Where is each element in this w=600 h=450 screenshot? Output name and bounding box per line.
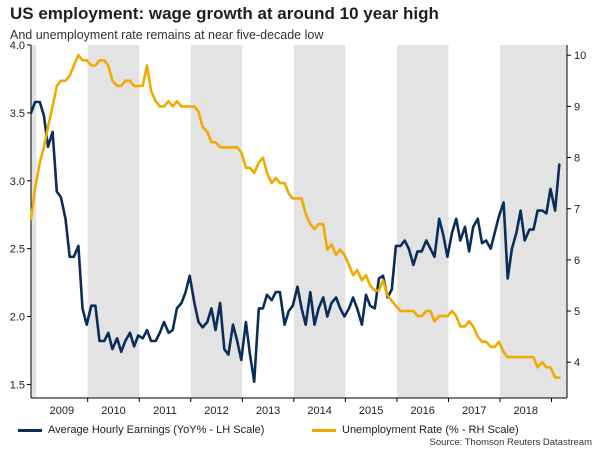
right-tick-label: 7 bbox=[574, 204, 580, 216]
left-tick-label: 3.5 bbox=[10, 108, 25, 120]
x-tick-label: 2009 bbox=[50, 405, 74, 417]
series-line-earnings bbox=[29, 100, 561, 383]
right-tick-label: 5 bbox=[574, 306, 580, 318]
right-tick-label: 10 bbox=[574, 50, 586, 62]
right-tick-label: 4 bbox=[574, 357, 580, 369]
shade-band-0 bbox=[31, 45, 37, 398]
left-tick-label: 4.0 bbox=[10, 40, 25, 52]
source-note: Source: Thomson Reuters Datastream bbox=[429, 437, 592, 448]
legend-label-earnings: Average Hourly Earnings (YoY% - LH Scale… bbox=[48, 424, 265, 436]
left-tick-label: 2.5 bbox=[10, 244, 25, 256]
legend-label-unemployment: Unemployment Rate (% - RH Scale) bbox=[342, 424, 519, 436]
x-tick-label: 2011 bbox=[153, 405, 177, 417]
shade-band-3 bbox=[293, 45, 346, 398]
shade-band-5 bbox=[500, 45, 567, 398]
left-tick-label: 2.0 bbox=[10, 312, 25, 324]
legend-swatch-unemployment bbox=[312, 428, 336, 432]
legend-item-unemployment: Unemployment Rate (% - RH Scale) bbox=[312, 424, 519, 436]
chart-subtitle: And unemployment rate remains at near fi… bbox=[10, 28, 324, 42]
x-tick-label: 2017 bbox=[462, 405, 486, 417]
shade-band-2 bbox=[190, 45, 243, 398]
x-tick-label: 2010 bbox=[101, 405, 125, 417]
legend-swatch-earnings bbox=[18, 428, 42, 432]
x-tick-label: 2015 bbox=[359, 405, 383, 417]
x-tick-label: 2016 bbox=[410, 405, 434, 417]
x-tick-label: 2018 bbox=[514, 405, 538, 417]
legend-item-earnings: Average Hourly Earnings (YoY% - LH Scale… bbox=[18, 424, 264, 436]
x-tick-label: 2012 bbox=[204, 405, 228, 417]
right-tick-label: 9 bbox=[574, 101, 580, 113]
series-line-unemployment bbox=[29, 53, 561, 379]
left-tick-label: 1.5 bbox=[10, 379, 25, 391]
x-tick-label: 2014 bbox=[307, 405, 331, 417]
left-tick-label: 3.0 bbox=[10, 176, 25, 188]
right-tick-label: 8 bbox=[574, 153, 580, 165]
legend: Average Hourly Earnings (YoY% - LH Scale… bbox=[18, 422, 593, 448]
x-tick-label: 2013 bbox=[256, 405, 280, 417]
chart-title: US employment: wage growth at around 10 … bbox=[10, 4, 439, 23]
right-tick-label: 6 bbox=[574, 255, 580, 267]
